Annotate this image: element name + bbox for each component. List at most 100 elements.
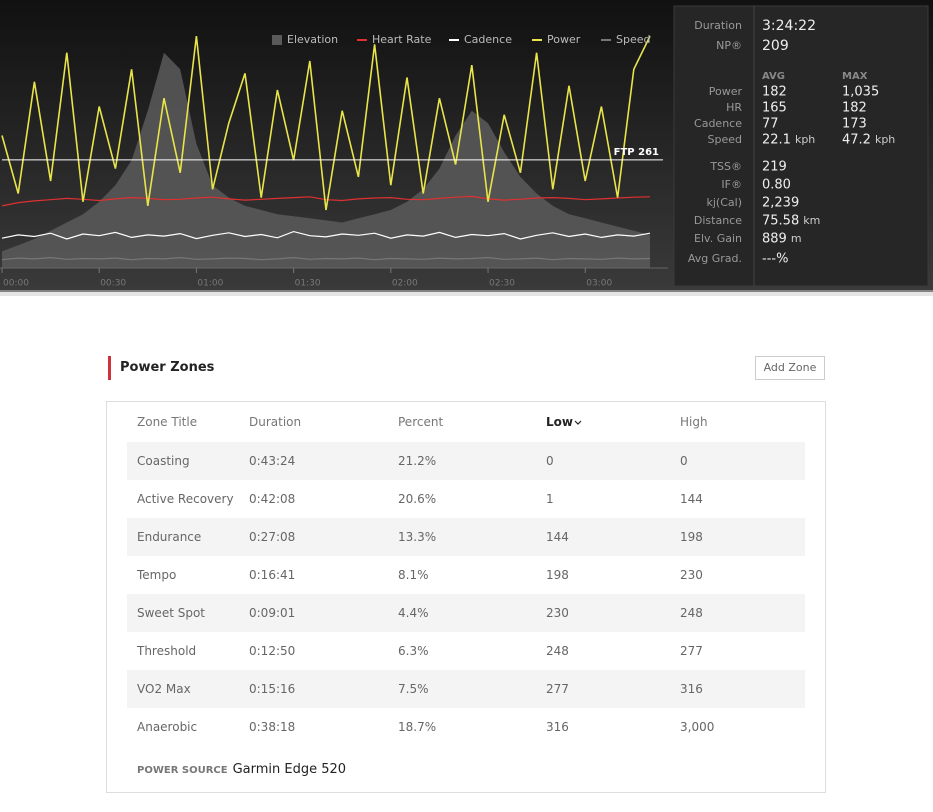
power-zones: Power Zones Add Zone Zone Title Duration P… <box>0 300 933 812</box>
table-cell: 7.5% <box>398 682 429 696</box>
x-tick-label: 02:30 <box>489 279 515 289</box>
table-cell: Tempo <box>137 568 177 582</box>
table-cell: 20.6% <box>398 492 437 506</box>
stat-label: HR <box>726 101 742 114</box>
table-cell: Active Recovery <box>137 492 234 506</box>
stat-value: ---% <box>762 252 788 267</box>
table-row: Threshold 0:12:50 6.3% 248 277 <box>127 632 805 670</box>
table-cell: Coasting <box>137 454 190 468</box>
stat-label: Elv. Gain <box>694 232 742 245</box>
table-row: Coasting 0:43:24 21.2% 0 0 <box>127 442 805 480</box>
column-header[interactable]: Low <box>546 415 573 429</box>
table-cell: 248 <box>546 644 569 658</box>
table-cell: 13.3% <box>398 530 437 544</box>
stat-label: Avg Grad. <box>688 252 742 265</box>
table-cell: 0:15:16 <box>249 682 296 696</box>
stat-value: 47.2 <box>842 133 871 148</box>
table-cell: 0:16:41 <box>249 568 296 582</box>
x-tick-label: 03:00 <box>586 279 612 289</box>
table-cell: 21.2% <box>398 454 437 468</box>
section-title: Power Zones <box>108 356 214 380</box>
plot: FTP 261 00:00 00:30 01:00 01:30 02:00 02:30 03:… <box>0 33 668 289</box>
table-cell: 4.4% <box>398 606 429 620</box>
stat-label: IF® <box>721 178 742 191</box>
table-cell: 1 <box>546 492 554 506</box>
table-cell: 0 <box>546 454 554 468</box>
table-cell: Anaerobic <box>137 720 198 734</box>
table-row: Tempo 0:16:41 8.1% 198 230 <box>127 556 805 594</box>
workout-chart: FTP 261 00:00 00:30 01:00 01:30 02:00 02:30 03:… <box>0 0 933 296</box>
table-cell: 277 <box>546 682 569 696</box>
sort-icon <box>574 420 582 425</box>
x-tick-label: 01:30 <box>295 279 321 289</box>
stat-label: kj(Cal) <box>707 196 743 209</box>
table-cell: 248 <box>680 606 703 620</box>
stat-label: Distance <box>694 214 742 227</box>
table-cell: 18.7% <box>398 720 437 734</box>
col-header: AVG <box>762 71 785 82</box>
zones-table: Zone Title Duration Percent Low High Coasting… <box>106 401 826 793</box>
table-cell: 0:09:01 <box>249 606 296 620</box>
add-zone-button[interactable]: Add Zone <box>755 356 825 380</box>
table-cell: 0:43:24 <box>249 454 296 468</box>
table-cell: 0:27:08 <box>249 530 296 544</box>
legend-label: Cadence <box>464 33 512 46</box>
source-label: POWER SOURCE <box>137 765 228 776</box>
table-cell: Sweet Spot <box>137 606 205 620</box>
stat-value: 2,239 <box>762 196 799 211</box>
stat-value: 219 <box>762 160 787 175</box>
stat-value: 0.80 <box>762 178 791 193</box>
table-row: VO2 Max 0:15:16 7.5% 277 316 <box>127 670 805 708</box>
ftp-label: FTP 261 <box>614 147 659 158</box>
table-cell: 8.1% <box>398 568 429 582</box>
table-cell: Threshold <box>137 644 197 658</box>
series-line <box>1 256 651 261</box>
legend-label: Heart Rate <box>372 33 432 46</box>
stat-value: 3:24:22 <box>762 18 816 34</box>
table-cell: 230 <box>680 568 703 582</box>
stat-label: Duration <box>694 19 742 32</box>
column-header: High <box>680 415 708 429</box>
table-cell: 0:42:08 <box>249 492 296 506</box>
stat-value: 209 <box>762 38 789 54</box>
table-row: Sweet Spot 0:09:01 4.4% 230 248 <box>127 594 805 632</box>
column-header: Percent <box>398 415 444 429</box>
table-cell: 316 <box>680 682 703 696</box>
legend-label: Speed <box>616 33 650 46</box>
stat-value: 182 <box>762 85 787 100</box>
header-row: Zone Title Duration Percent Low High <box>127 402 805 443</box>
table-cell: 198 <box>546 568 569 582</box>
stat-value: 889 <box>762 232 787 247</box>
legend-label: Elevation <box>287 33 338 46</box>
stat-label: Power <box>709 85 743 98</box>
table-cell: 0 <box>680 454 688 468</box>
elevation-area <box>2 52 651 269</box>
table-cell: 6.3% <box>398 644 429 658</box>
table-cell: 198 <box>680 530 703 544</box>
x-tick-label: 00:30 <box>100 279 126 289</box>
series-line <box>1 195 651 207</box>
column-header: Duration <box>249 415 302 429</box>
table-cell: 3,000 <box>680 720 715 734</box>
stat-value: 165 <box>762 101 787 116</box>
table-cell: VO2 Max <box>137 682 191 696</box>
table-cell: Endurance <box>137 530 202 544</box>
x-tick-label: 00:00 <box>3 279 29 289</box>
table-cell: 0:12:50 <box>249 644 296 658</box>
x-tick-label: 02:00 <box>392 279 418 289</box>
stat-value: 173 <box>842 117 867 132</box>
table-row: Active Recovery 0:42:08 20.6% 1 144 <box>127 480 805 518</box>
source-value: Garmin Edge 520 <box>232 762 347 777</box>
stat-unit: m <box>791 232 802 245</box>
stat-label: NP® <box>716 39 742 52</box>
power-source: POWER SOURCE Garmin Edge 520 <box>137 762 346 777</box>
legend-swatch <box>272 35 282 45</box>
stat-unit: kph <box>875 133 895 146</box>
legend-label: Power <box>547 33 581 46</box>
stat-value: 22.1 <box>762 133 791 148</box>
col-header: MAX <box>842 71 868 82</box>
table-cell: 144 <box>546 530 569 544</box>
x-tick-label: 01:00 <box>197 279 223 289</box>
stats-panel <box>673 5 929 287</box>
